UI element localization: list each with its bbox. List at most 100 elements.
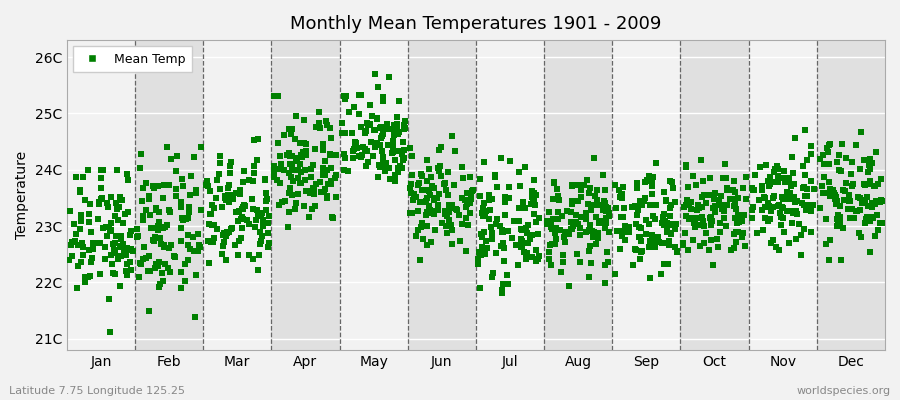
Point (412, 180, 427, 186)
Point (583, 243, 598, 250)
Point (223, 170, 238, 176)
Point (252, 252, 266, 258)
Point (563, 219, 578, 226)
Point (151, 263, 166, 269)
Point (763, 174, 778, 180)
Point (403, 190, 418, 196)
Point (679, 164, 693, 170)
Point (526, 254, 540, 260)
Point (198, 182, 212, 188)
Point (706, 205, 720, 211)
Point (663, 213, 678, 219)
Point (270, 93, 284, 100)
Point (125, 248, 140, 254)
Point (734, 218, 749, 224)
Point (370, 140, 384, 147)
Point (205, 202, 220, 208)
Point (527, 202, 542, 208)
Point (175, 214, 189, 221)
Point (832, 212, 846, 218)
Point (366, 153, 381, 160)
Point (689, 214, 704, 221)
Point (687, 215, 701, 222)
Point (814, 183, 829, 189)
Point (626, 262, 640, 268)
Point (746, 204, 760, 210)
Point (300, 188, 314, 194)
Point (367, 144, 382, 151)
Point (726, 245, 741, 252)
Point (148, 260, 163, 267)
Point (542, 256, 556, 262)
Point (530, 256, 544, 262)
Point (251, 213, 266, 219)
Point (842, 198, 857, 204)
Point (830, 159, 844, 166)
Point (439, 213, 454, 219)
Point (629, 203, 643, 209)
Point (579, 214, 593, 220)
Point (108, 213, 122, 219)
Point (579, 210, 593, 216)
Point (219, 233, 233, 240)
Point (863, 249, 878, 256)
Point (86, 255, 100, 262)
Point (248, 224, 262, 231)
Point (191, 248, 205, 254)
Point (284, 174, 298, 180)
Point (704, 222, 718, 229)
Point (628, 221, 643, 227)
Point (620, 229, 634, 235)
Point (160, 144, 175, 150)
Point (441, 191, 455, 198)
Point (598, 208, 613, 214)
Point (390, 114, 404, 120)
Point (390, 126, 404, 132)
Point (813, 156, 827, 162)
Point (847, 214, 861, 221)
Point (796, 202, 811, 208)
Point (242, 251, 256, 258)
Point (661, 261, 675, 267)
Point (514, 244, 528, 250)
Point (703, 192, 717, 198)
Point (703, 175, 717, 182)
Point (374, 125, 388, 132)
Point (800, 186, 814, 192)
Point (370, 116, 384, 122)
Point (421, 166, 436, 172)
Point (727, 231, 742, 237)
Point (151, 223, 166, 230)
Point (860, 194, 874, 200)
Point (316, 189, 330, 195)
Point (569, 212, 583, 218)
Point (212, 170, 226, 177)
Point (272, 202, 286, 208)
Point (785, 220, 799, 226)
Point (662, 242, 676, 248)
Point (181, 242, 195, 248)
Point (454, 195, 469, 202)
Point (234, 235, 248, 242)
Point (403, 145, 418, 152)
Point (732, 215, 746, 222)
Point (273, 166, 287, 172)
Point (320, 166, 335, 173)
Point (313, 124, 328, 131)
Point (232, 208, 247, 214)
Point (763, 180, 778, 186)
Point (175, 238, 189, 244)
Point (637, 197, 652, 204)
Point (434, 173, 448, 180)
Point (131, 232, 146, 239)
Point (427, 195, 441, 201)
Point (565, 226, 580, 232)
Point (490, 216, 504, 222)
Point (224, 225, 238, 231)
Point (594, 218, 608, 224)
Point (796, 184, 811, 191)
Point (602, 210, 616, 217)
Point (629, 180, 643, 186)
Point (770, 179, 785, 185)
Point (863, 218, 878, 224)
